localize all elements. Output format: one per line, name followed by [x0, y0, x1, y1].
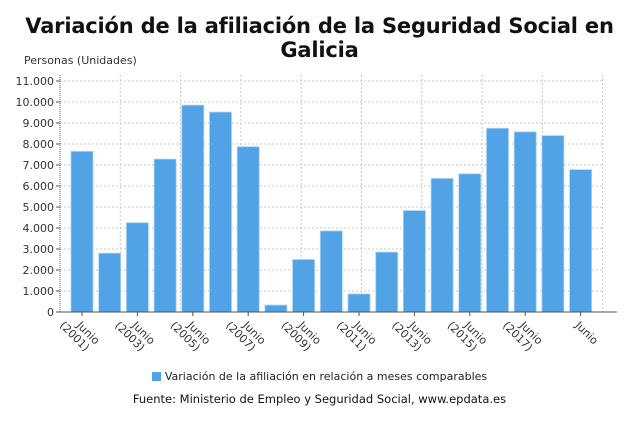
chart-title: Variación de la afiliación de la Segurid… [25, 14, 614, 62]
x-tick-label: Junio(2009) [279, 310, 324, 355]
bar [486, 127, 509, 313]
y-tick-label: 6.000 [23, 180, 55, 193]
x-tick-label: Junio(2011) [334, 310, 379, 355]
y-tick-label: 2.000 [23, 264, 55, 277]
bar [375, 251, 399, 313]
bar [126, 222, 149, 313]
bar [209, 111, 232, 313]
x-tick-label: Junio(2007) [223, 310, 268, 355]
y-tick-label: 4.000 [23, 222, 55, 235]
bar [236, 146, 260, 313]
bar [541, 135, 565, 313]
bar [458, 173, 482, 313]
y-axis-label: Personas (Unidades) [24, 54, 137, 67]
y-tick-label: 0 [47, 306, 54, 319]
bar [402, 210, 426, 313]
bar [513, 131, 537, 313]
legend-swatch [151, 372, 161, 381]
legend-label: Variación de la afiliación en relación a… [164, 370, 488, 383]
source-note: Fuente: Ministerio de Empleo y Seguridad… [132, 392, 507, 406]
x-tick-label: Junio(2001) [57, 310, 102, 355]
bar [70, 150, 94, 313]
x-tick-label: Junio(2013) [389, 310, 434, 355]
legend: Variación de la afiliación en relación a… [0, 370, 639, 383]
y-tick-label: 7.000 [23, 159, 55, 172]
y-tick-label: 5.000 [23, 201, 55, 214]
y-tick-label: 1.000 [23, 285, 55, 298]
bar [347, 293, 371, 313]
y-tick-label: 11.000 [16, 75, 55, 88]
bar [153, 158, 177, 313]
y-tick-label: 8.000 [23, 138, 55, 151]
bar [264, 304, 288, 313]
y-tick-label: 9.000 [23, 117, 55, 130]
bar [569, 169, 592, 313]
y-tick-label: 10.000 [16, 96, 55, 109]
bar [292, 259, 316, 313]
x-tick-label: Junio(2015) [445, 310, 490, 355]
x-tick-label: Junio(2017) [500, 310, 545, 355]
y-tick-label: 3.000 [23, 243, 55, 256]
bar [430, 178, 454, 313]
bar [181, 104, 205, 313]
bar [319, 230, 343, 313]
x-tick-label: Junio(2003) [112, 310, 157, 355]
x-tick-label: Junio [572, 318, 601, 347]
x-tick-label: Junio(2005) [168, 310, 213, 355]
bar [98, 252, 122, 313]
